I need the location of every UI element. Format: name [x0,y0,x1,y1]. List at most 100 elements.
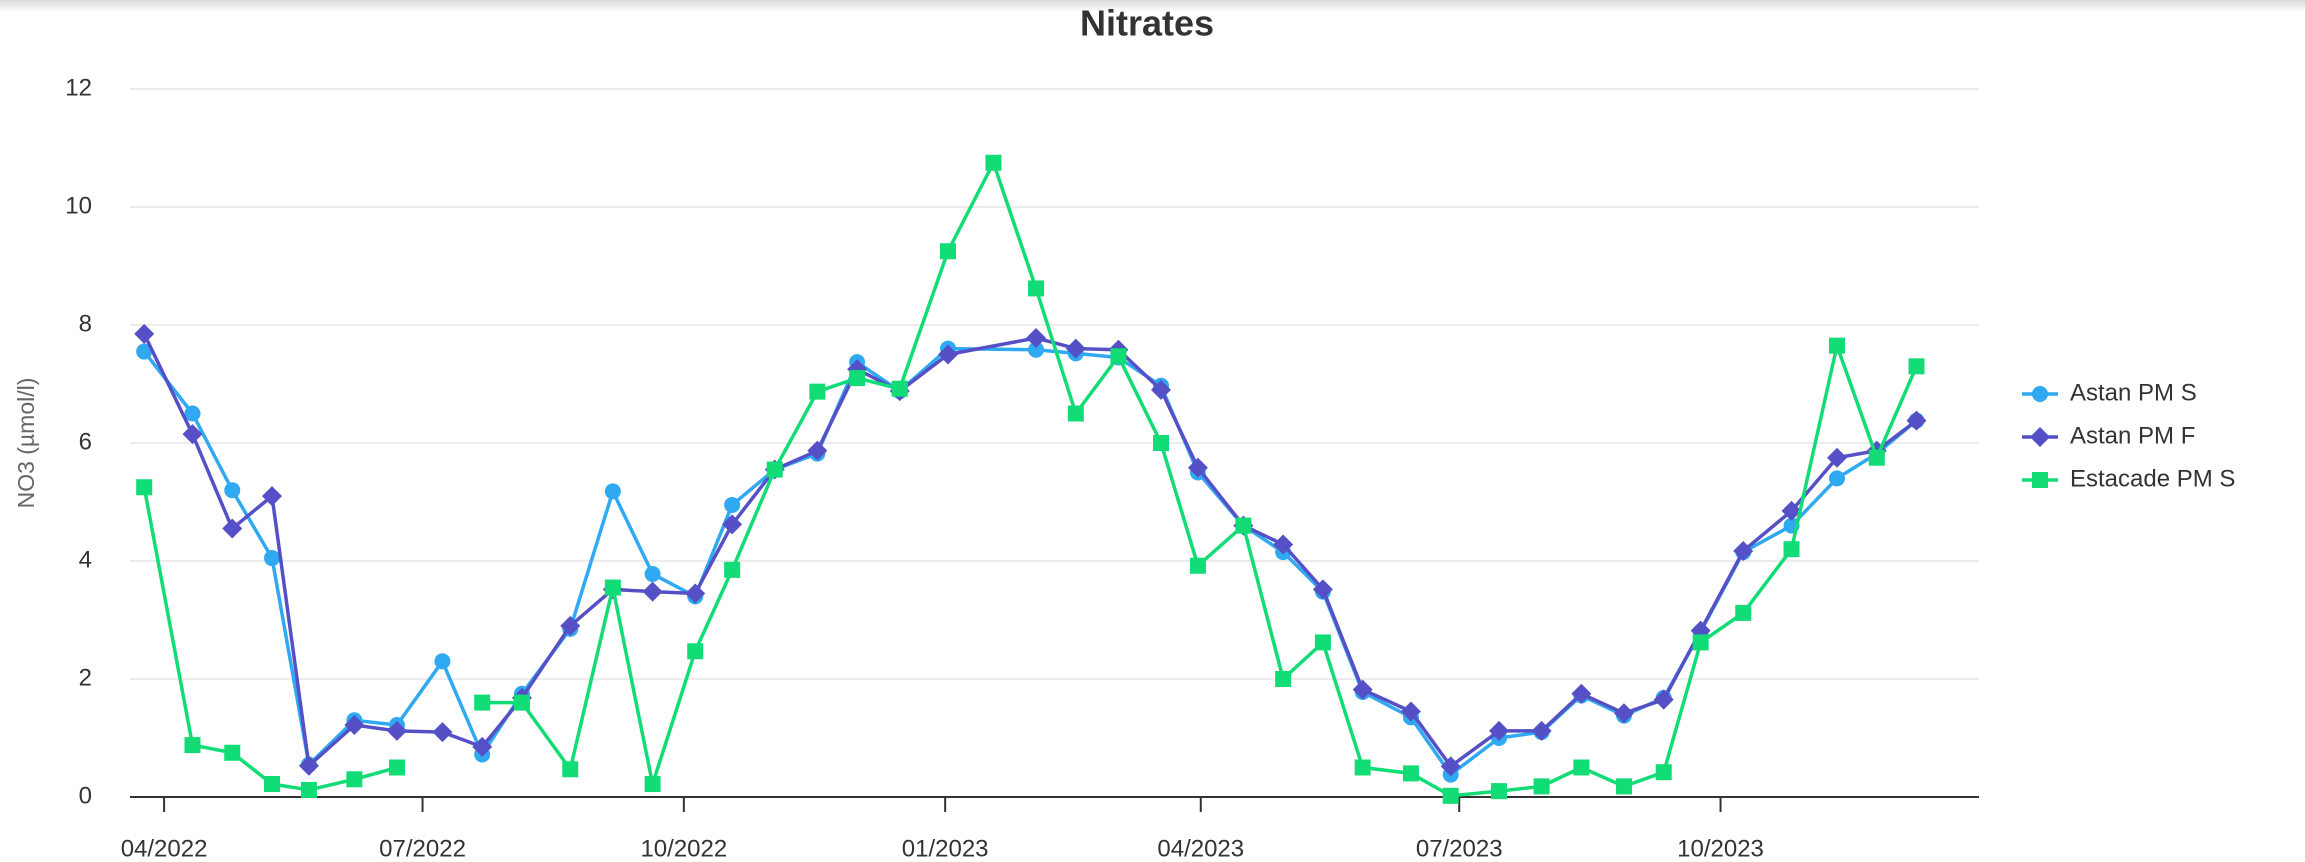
marker [1275,671,1292,687]
marker [1028,280,1045,297]
marker [182,424,203,445]
x-tick-label: 04/2023 [1157,835,1244,862]
marker [766,461,783,478]
marker [136,479,153,496]
series-line [142,161,1919,798]
marker [604,483,621,500]
marker [264,550,281,567]
marker [1235,517,1252,534]
marker [1488,720,1509,741]
marker [224,744,241,761]
marker [1067,405,1084,422]
marker [1187,457,1208,478]
marker [1028,341,1045,358]
marker [939,243,956,260]
x-tick-label: 04/2022 [121,835,208,862]
marker [1151,379,1172,400]
x-tick-label: 07/2023 [1416,835,1503,862]
marker [136,343,153,360]
marker [722,514,743,535]
marker [1533,778,1550,795]
marker [1733,540,1754,561]
marker [1868,449,1885,466]
y-axis-label: NO3 (µmol/l) [13,378,39,509]
marker [1065,338,1086,359]
marker [891,380,908,397]
y-tick-label: 8 [79,310,92,337]
marker [560,615,581,636]
marker [388,759,405,776]
marker [985,154,1002,171]
marker [344,715,365,736]
x-tick-label: 10/2023 [1677,835,1764,862]
marker [346,771,363,788]
marker [1273,534,1294,555]
legend-label: Astan PM F [2070,422,2195,449]
marker [2030,427,2050,447]
x-tick-label: 01/2023 [902,835,989,862]
marker [1653,689,1674,710]
marker [224,482,241,499]
legend-label: Estacade PM S [2070,465,2235,492]
marker [1573,759,1590,776]
y-tick-label: 10 [65,192,92,219]
marker [1828,470,1845,487]
marker [1692,634,1709,651]
marker [434,653,451,670]
marker [724,496,741,513]
marker [1110,348,1127,365]
marker [1314,634,1331,651]
marker [809,383,826,400]
marker [222,518,243,539]
marker [1781,500,1802,521]
marker [1400,701,1421,722]
marker [1828,337,1845,354]
marker [1442,787,1459,804]
marker [724,561,741,578]
marker [2032,472,2048,488]
marker [1531,720,1552,741]
marker [298,755,319,776]
marker [1026,327,1047,348]
marker [1655,764,1672,781]
marker [264,776,281,793]
marker [642,581,663,602]
marker [1153,435,1170,451]
y-tick-label: 4 [79,546,92,573]
marker [1402,765,1419,782]
legend-label: Astan PM S [2070,379,2197,406]
marker [472,736,493,757]
x-tick-label: 10/2022 [640,835,727,862]
marker [1571,683,1592,704]
marker [1783,541,1800,558]
marker [937,344,958,365]
marker [807,440,828,461]
marker [513,694,530,711]
marker [474,694,491,711]
marker [562,761,579,778]
marker [687,643,704,660]
y-tick-label: 0 [79,782,92,809]
marker [1615,778,1632,795]
marker [644,776,661,793]
y-tick-label: 12 [65,74,92,101]
marker [1352,679,1373,700]
marker [685,583,706,604]
marker [644,565,661,582]
marker [849,370,866,387]
marker [1354,759,1371,776]
marker [300,781,317,798]
marker [184,737,201,754]
marker [1312,579,1333,600]
marker [1735,604,1752,621]
marker [1189,557,1206,574]
marker [2032,386,2048,402]
marker [1908,358,1925,375]
chart-title: Nitrates [1080,3,1214,44]
marker [1440,756,1461,777]
marker [1613,703,1634,724]
y-tick-label: 6 [79,428,92,455]
top-shadow [0,0,2305,12]
series-line [142,333,1918,769]
